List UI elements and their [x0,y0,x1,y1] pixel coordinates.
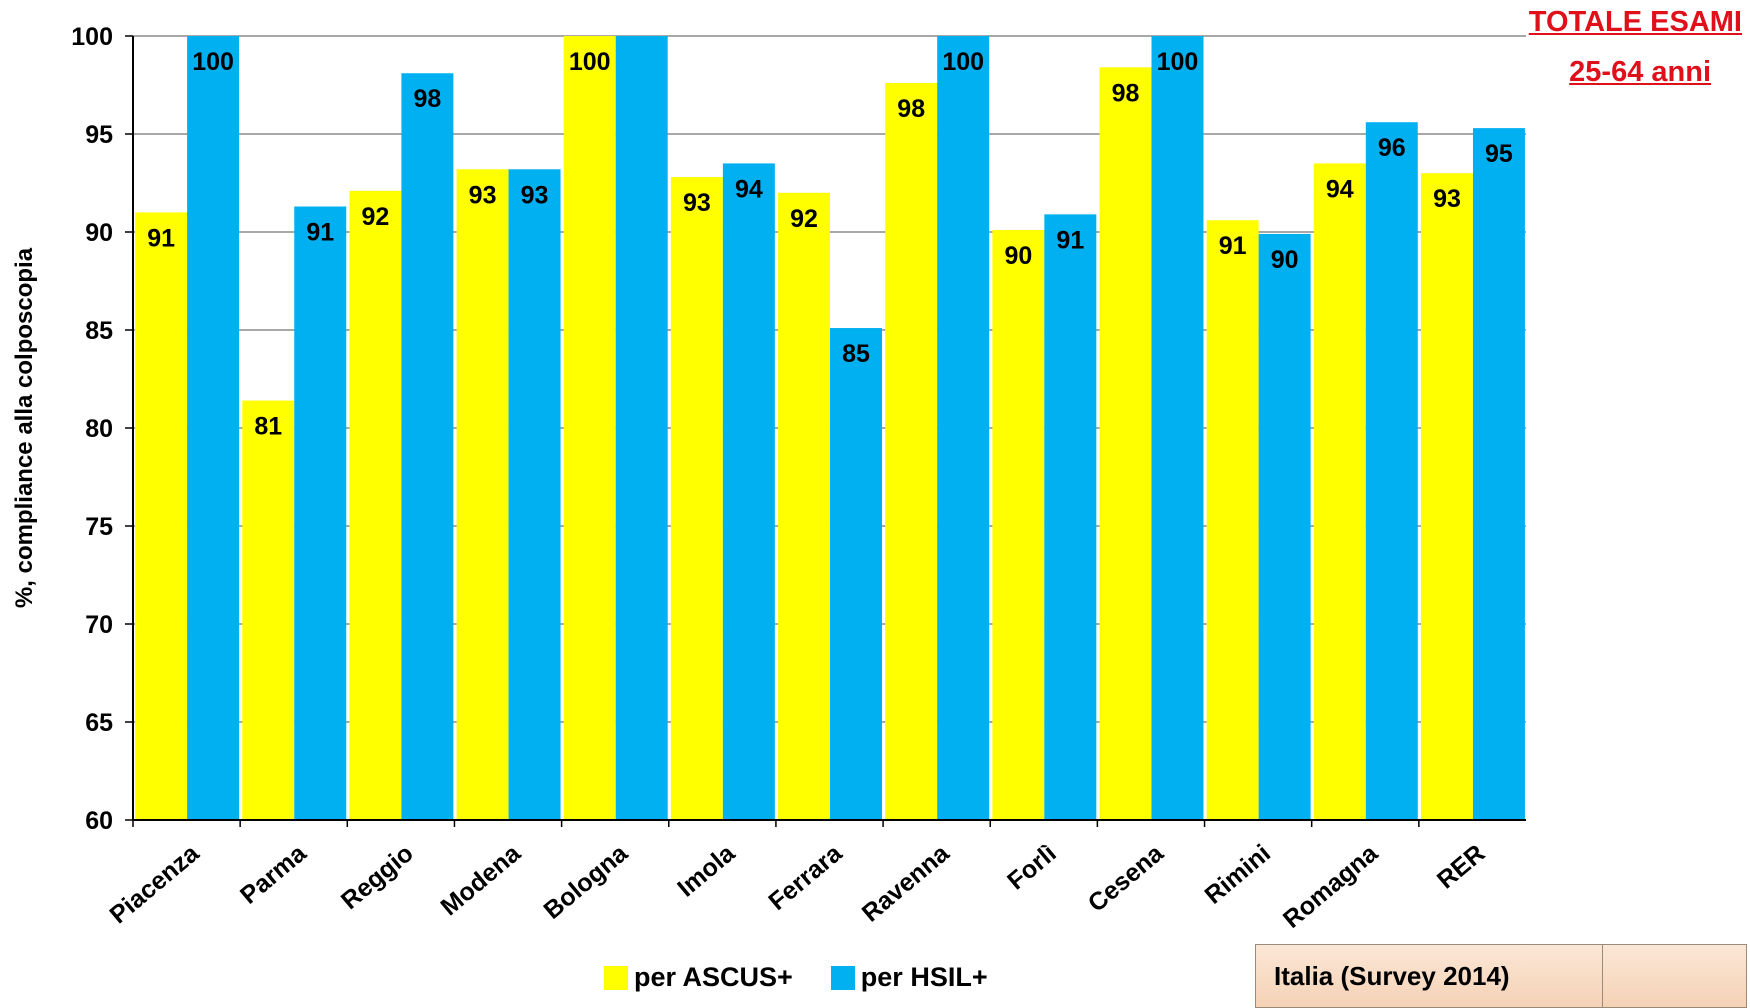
legend-item-ascus: per ASCUS+ [604,962,793,993]
data-label: 93 [1433,185,1461,213]
data-label: 94 [735,175,763,203]
bar-ascus-parma [242,400,295,820]
data-label: 91 [1219,232,1247,260]
data-label: 95 [1485,140,1513,168]
y-tick-label: 75 [85,513,113,541]
bars [135,36,1525,821]
bar-hsil-cesena [1151,36,1204,820]
data-label: 81 [254,413,282,441]
data-label: 93 [521,181,549,209]
data-label: 100 [1157,48,1199,76]
bar-ascus-bologna [563,36,616,820]
bar-hsil-piacenza [187,36,240,820]
legend-swatch-hsil [830,965,855,990]
data-label: 93 [469,181,497,209]
x-tick-label: Ravenna [857,838,956,927]
bar-ascus-rer [1420,173,1473,820]
legend-swatch-ascus [604,965,628,990]
bar-ascus-romagna [1313,163,1366,820]
y-tick-label: 85 [85,317,113,345]
x-tick-label: Reggio [336,839,419,915]
data-label: 92 [790,205,818,233]
data-label: 100 [192,48,234,76]
data-label: 96 [1378,134,1406,162]
bar-ascus-rimini [1206,220,1259,821]
bar-hsil-imola [722,163,775,820]
data-label: 85 [842,340,870,368]
bar-hsil-reggio [401,73,454,821]
bar-hsil-ferrara [830,328,883,820]
data-label: 92 [362,203,390,231]
bar-hsil-rimini [1258,233,1311,820]
y-axis-title: %, compliance alla colposcopia [11,247,38,608]
bar-ascus-ravenna [885,83,938,821]
info-box: Italia (Survey 2014) [1255,944,1747,1008]
bar-hsil-modena [508,169,561,820]
bar-hsil-bologna [615,36,668,820]
x-tick-label: RER [1432,839,1490,894]
y-tick-label: 80 [85,415,113,443]
info-box-label: Italia (Survey 2014) [1256,945,1603,1007]
bar-hsil-rer [1472,128,1525,820]
y-tick-label: 70 [85,611,113,639]
y-tick-label: 90 [85,219,113,247]
legend: per ASCUS+ per HSIL+ [604,962,1026,993]
legend-label-hsil: per HSIL+ [860,962,988,992]
data-labels: 91 100 81 91 92 98 93 93 100 93 94 92 85 98 100 90 91 98 1… [147,48,1513,441]
legend-label-ascus: per ASCUS+ [634,962,793,992]
data-label: 98 [413,85,441,113]
info-box-value [1603,945,1746,1007]
data-label: 91 [147,224,175,252]
x-tick-label: Parma [235,838,312,909]
data-label: 91 [306,219,334,247]
data-label: 91 [1056,226,1084,254]
x-tick-label: Romagna [1278,838,1384,933]
bar-ascus-modena [456,169,509,820]
bar-ascus-cesena [1099,67,1152,821]
data-label: 93 [683,189,711,217]
x-tick-label: Piacenza [104,838,205,929]
x-tick-label: Bologna [538,838,633,924]
data-label: 90 [1271,246,1299,274]
data-label: 100 [942,48,984,76]
data-label: 98 [1112,79,1140,107]
legend-item-hsil: per HSIL+ [830,962,988,993]
bar-ascus-piacenza [135,212,188,820]
bar-hsil-romagna [1365,122,1418,821]
y-tick-label: 60 [85,807,113,835]
x-tick-label: Ferrara [763,838,848,916]
x-tick-label: Forlì [1002,839,1061,895]
bar-ascus-ferrara [778,192,831,821]
bar-ascus-imola [670,177,723,820]
corner-title-line1: TOTALE ESAMI [1528,6,1742,38]
y-tick-label: 100 [71,23,113,51]
data-label: 98 [897,95,925,123]
x-tick-label: Rimini [1199,839,1276,910]
corner-title-line2: 25-64 anni [1569,56,1711,88]
bar-ascus-reggio [349,190,402,821]
bar-hsil-ravenna [937,36,990,820]
x-tick-label: Imola [672,838,741,902]
bar-hsil-parma [294,206,347,820]
y-tick-label: 65 [85,709,113,737]
x-tick-label: Modena [436,838,527,921]
x-tick-label: Cesena [1083,838,1170,917]
bar-hsil-forlì [1044,214,1097,821]
data-label: 90 [1004,242,1032,270]
data-label: 94 [1326,175,1354,203]
data-label: 100 [569,48,611,76]
bar-ascus-forlì [992,230,1045,821]
y-tick-label: 95 [85,121,113,149]
